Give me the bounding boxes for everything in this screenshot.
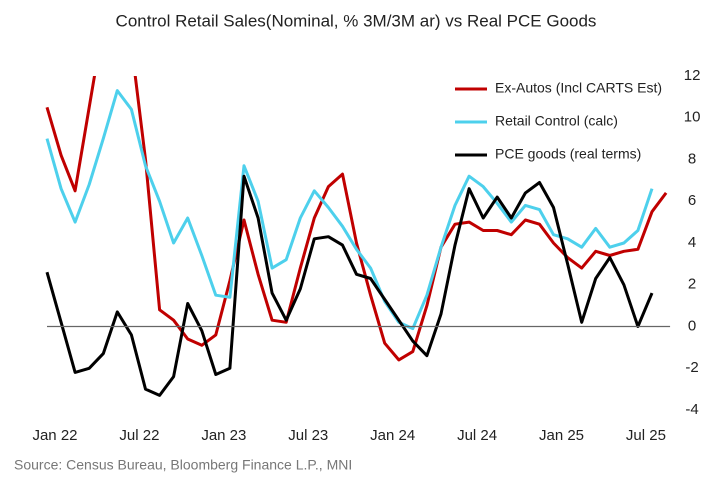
series-line [45,89,654,331]
x-tick-label: Jul 22 [119,427,159,444]
y-tick-label: 2 [688,276,696,293]
x-tick-label: Jul 23 [288,427,328,444]
chart-title: Control Retail Sales(Nominal, % 3M/3M ar… [116,11,597,30]
y-tick-label: -4 [685,401,698,418]
y-tick-label: 0 [688,317,696,334]
y-tick-label: 8 [688,150,696,167]
legend-label: PCE goods (real terms) [495,146,641,162]
y-tick-label: -2 [685,359,698,376]
y-tick-label: 4 [688,234,696,251]
legend-label: Retail Control (calc) [495,113,618,129]
legend-label: Ex-Autos (Incl CARTS Est) [495,80,662,96]
x-tick-label: Jul 24 [457,427,497,444]
series-line [45,76,668,362]
y-tick-label: 6 [688,192,696,209]
x-tick-label: Jan 25 [539,427,584,444]
x-tick-label: Jul 25 [626,427,666,444]
x-tick-label: Jan 23 [201,427,246,444]
series-line [45,174,654,397]
y-tick-label: 10 [684,109,701,126]
x-tick-label: Jan 24 [370,427,415,444]
source-note: Source: Census Bureau, Bloomberg Finance… [14,457,352,473]
plot-area [45,76,668,397]
x-tick-label: Jan 22 [32,427,77,444]
y-tick-label: 12 [684,67,701,84]
